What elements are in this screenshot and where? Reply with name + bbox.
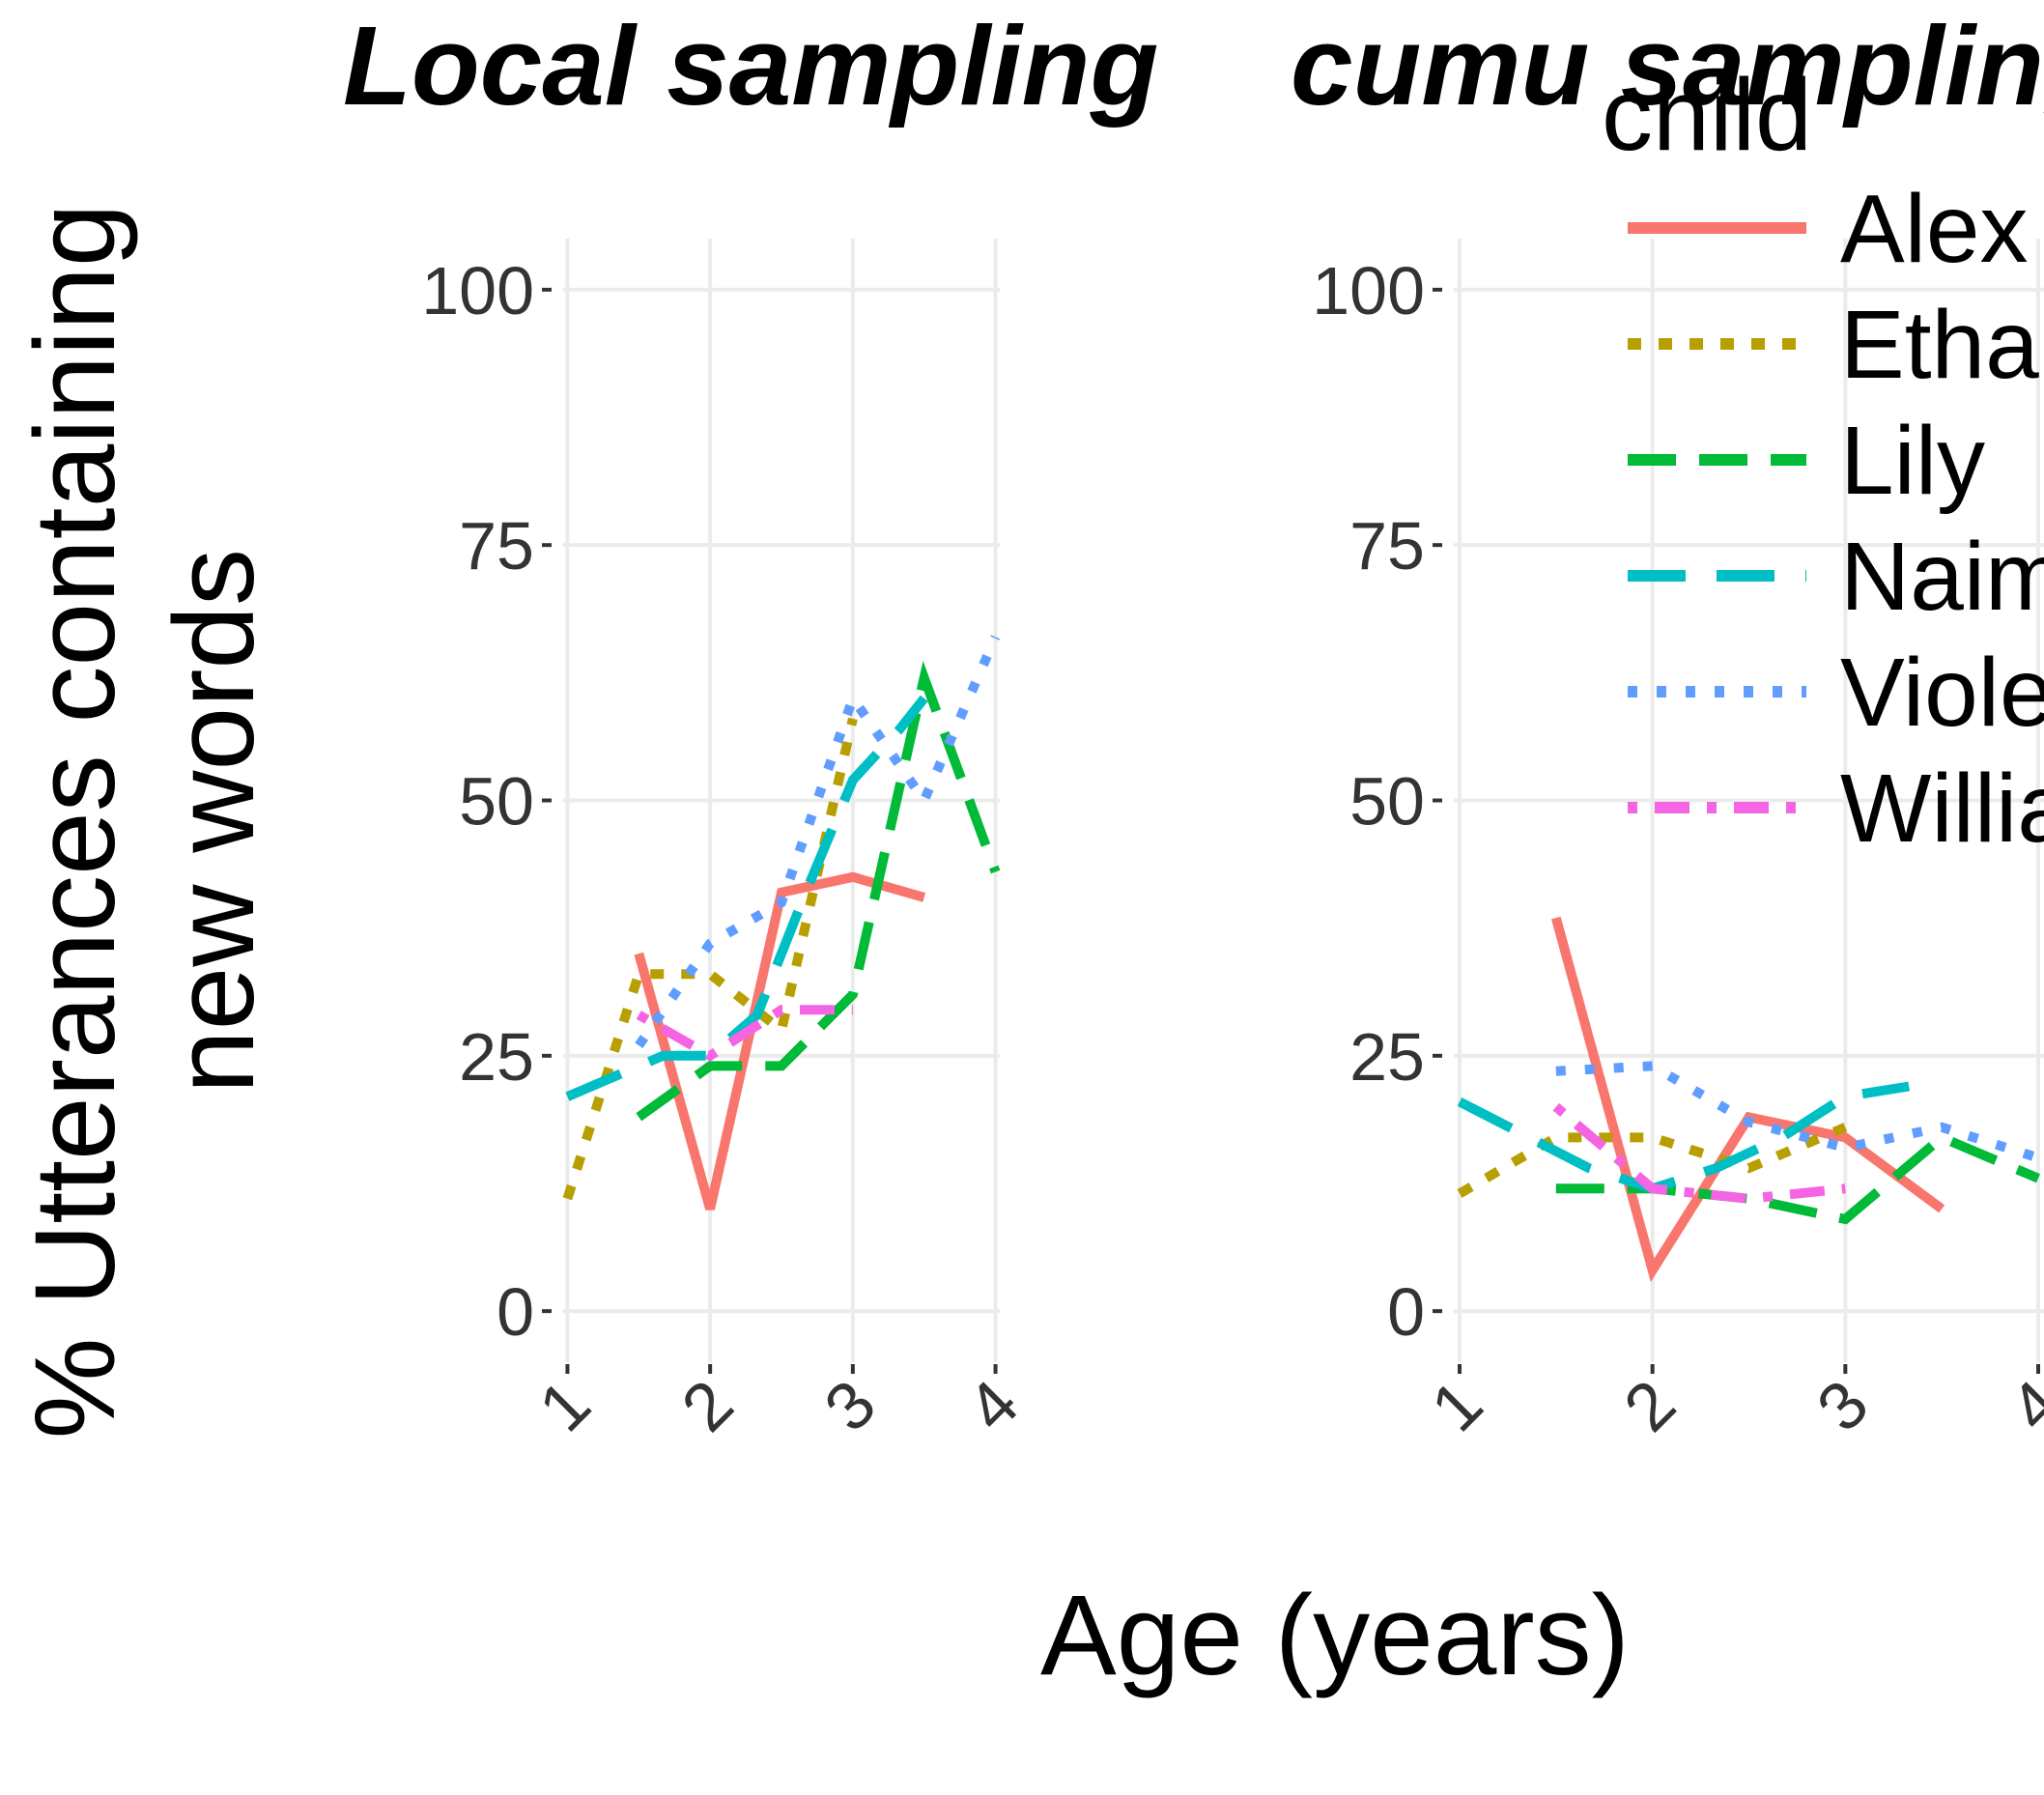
series-line-violet [635, 635, 1001, 1049]
legend-label-william: William [1840, 755, 2044, 863]
x-tick-label: 1 [1417, 1366, 1497, 1446]
series-line-ethan [562, 717, 858, 1201]
panel-axes: 0 25 50 75 100 1 2 3 4 [421, 253, 1033, 1446]
x-tick-label: 2 [667, 1366, 748, 1446]
legend-label-ethan: Ethan [1840, 291, 2044, 399]
panel-series [562, 635, 1001, 1211]
series-line-william [636, 1005, 853, 1062]
legend-title: child [1602, 58, 1812, 172]
x-tick-label: 2 [1609, 1366, 1689, 1446]
panel-cumu-sampling: 0 25 50 75 100 1 2 3 4 [1312, 239, 2044, 1445]
series-line-ethan [1457, 1123, 1848, 1198]
x-tick-label: 3 [1803, 1366, 1883, 1446]
panel-grid [1454, 239, 2044, 1362]
legend-label-violet: Violet [1840, 639, 2044, 747]
y-tick-label: 100 [1312, 253, 1425, 328]
y-tick-label: 25 [1349, 1019, 1425, 1095]
y-tick-label: 50 [1349, 764, 1425, 840]
legend: child AlexEthanLilyNaimaVioletWilliam [1602, 58, 2044, 863]
panel-grid [563, 239, 1000, 1362]
x-axis-title: Age (years) [1040, 1572, 1630, 1699]
x-tick-label: 4 [1996, 1366, 2044, 1446]
panel-series [1457, 916, 2040, 1283]
y-axis-title-line-2: new words [151, 549, 278, 1094]
y-axis-title-line-1: % Utterances containing [12, 203, 139, 1439]
x-tick-label: 3 [810, 1366, 891, 1446]
panel-title-local-sampling: Local sampling [343, 3, 1158, 128]
x-tick-label: 4 [952, 1366, 1033, 1446]
series-line-naima [565, 695, 928, 1101]
y-tick-label: 0 [497, 1274, 534, 1350]
panel-local-sampling: 0 25 50 75 100 1 2 3 4 [421, 239, 1033, 1445]
x-tick-label: 1 [525, 1366, 605, 1446]
series-line-naima [1457, 1081, 1910, 1194]
series-line-william [1552, 1102, 1846, 1204]
y-tick-label: 0 [1387, 1274, 1425, 1350]
y-tick-label: 50 [459, 764, 534, 840]
y-tick-label: 25 [459, 1019, 534, 1095]
panel-title-cumu-sampling: cumu sampling [1291, 3, 2044, 128]
y-tick-label: 100 [421, 253, 534, 328]
series-line-lily [1555, 1131, 2040, 1225]
legend-label-lily: Lily [1840, 407, 1985, 515]
legend-label-alex: Alex [1840, 175, 2029, 283]
legend-label-naima: Naima [1840, 523, 2044, 631]
series-line-lily [636, 660, 1001, 1122]
y-tick-label: 75 [1349, 508, 1425, 584]
y-tick-label: 75 [459, 508, 534, 584]
